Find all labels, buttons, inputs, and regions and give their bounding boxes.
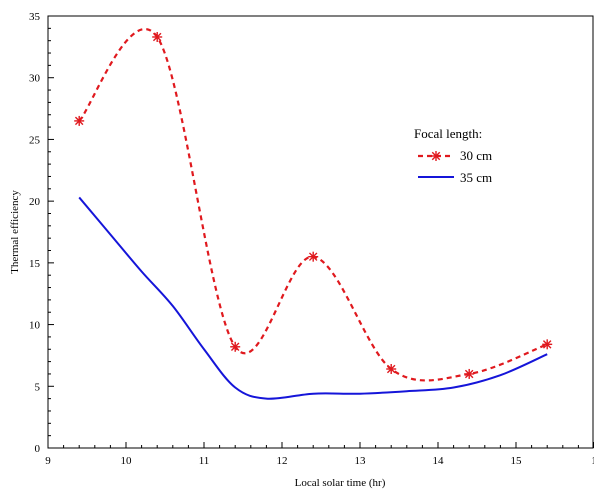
y-axis-label: Thermal efficiency xyxy=(9,190,21,274)
data-point-30cm xyxy=(542,339,553,350)
data-point-30cm xyxy=(464,368,475,379)
data-point-30cm xyxy=(152,31,163,42)
x-tick-label: 12 xyxy=(277,455,288,467)
legend-marker-30cm xyxy=(431,151,441,161)
data-point-30cm xyxy=(308,251,319,262)
x-tick-label: 9 xyxy=(45,455,51,467)
y-tick-label: 35 xyxy=(29,11,41,23)
x-tick-label: 14 xyxy=(433,455,445,467)
y-tick-label: 10 xyxy=(29,320,41,332)
x-axis-label: Local solar time (hr) xyxy=(295,477,386,489)
x-tick-label: 15 xyxy=(511,455,523,467)
series-layer xyxy=(74,27,553,400)
series-line-30cm xyxy=(78,27,548,382)
x-tick-label: 10 xyxy=(121,455,133,467)
data-point-30cm xyxy=(386,364,397,375)
plot-frame xyxy=(47,15,594,449)
y-tick-label: 15 xyxy=(29,258,41,270)
legend-title: Focal length: xyxy=(414,126,482,141)
legend-label-35cm: 35 cm xyxy=(460,170,492,185)
x-tick-label: 13 xyxy=(355,455,367,467)
x-tick-label: 1 xyxy=(591,455,594,467)
y-tick-label: 30 xyxy=(29,73,41,85)
y-tick-label: 25 xyxy=(29,134,41,146)
y-tick-label: 5 xyxy=(35,381,41,393)
data-point-30cm xyxy=(74,115,85,126)
legend-item-30cm: 30 cm xyxy=(418,148,492,163)
x-tick-label: 11 xyxy=(199,455,210,467)
data-point-30cm xyxy=(230,341,241,352)
legend-label-30cm: 30 cm xyxy=(460,148,492,163)
legend: Focal length: 30 cm 35 cm xyxy=(414,126,492,185)
y-tick-label: 0 xyxy=(35,443,41,455)
series-line-35cm xyxy=(78,196,548,400)
legend-item-35cm: 35 cm xyxy=(418,170,492,185)
y-tick-label: 20 xyxy=(29,196,41,208)
